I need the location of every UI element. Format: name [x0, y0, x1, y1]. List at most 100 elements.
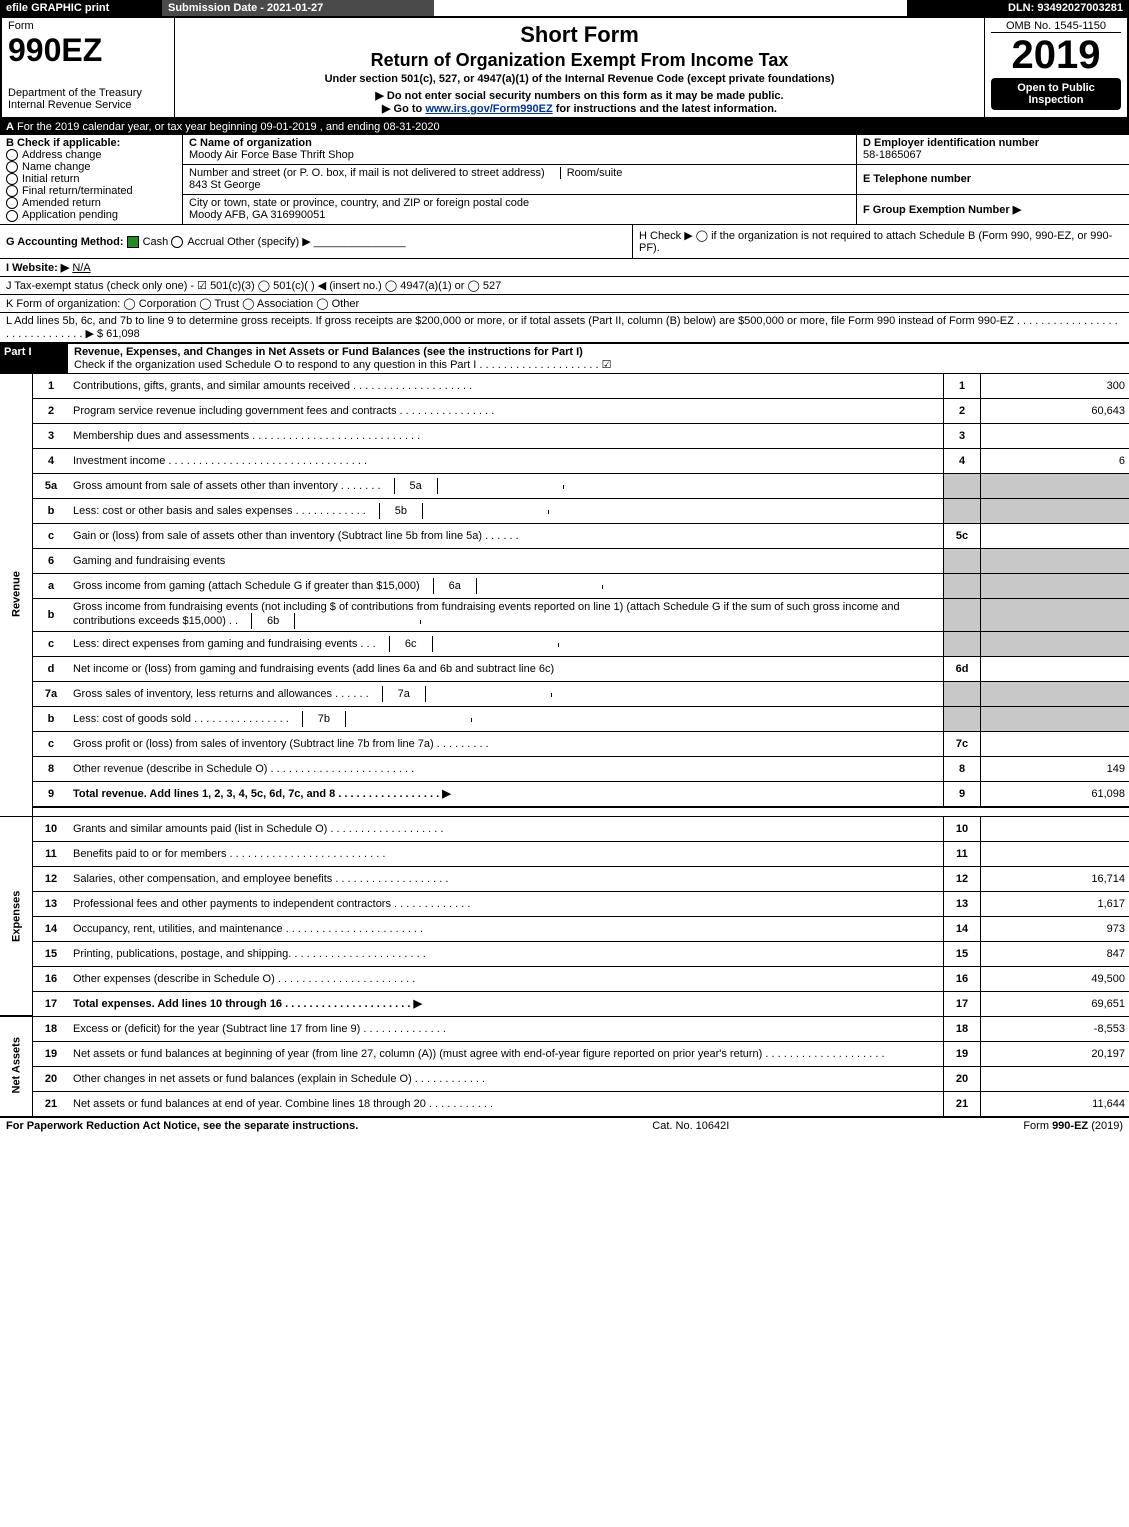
line8-val: 149 [981, 756, 1129, 781]
ssn-note: ▶ Do not enter social security numbers o… [375, 90, 783, 102]
line5c-val [981, 523, 1129, 548]
revenue-side-label: Revenue [0, 373, 33, 816]
line7a-text: Gross sales of inventory, less returns a… [73, 688, 369, 700]
ein-value: 58-1865067 [863, 149, 922, 161]
line4-text: Investment income . . . . . . . . . . . … [69, 448, 944, 473]
accounting-method: G Accounting Method: Cash Accrual Other … [0, 224, 633, 258]
boxf-label: F Group Exemption Number ▶ [863, 204, 1021, 216]
line4-val: 6 [981, 448, 1129, 473]
amended-return[interactable]: Amended return [22, 197, 101, 209]
tax-year: 2019 [991, 33, 1121, 78]
under-section: Under section 501(c), 527, or 4947(a)(1)… [325, 73, 835, 85]
initial-return[interactable]: Initial return [22, 173, 79, 185]
line7c-val [981, 731, 1129, 756]
other-label: Other (specify) ▶ [227, 236, 311, 248]
line2-val: 60,643 [981, 398, 1129, 423]
rowi-label: I Website: ▶ [6, 262, 69, 274]
line6d-text: Net income or (loss) from gaming and fun… [69, 656, 944, 681]
line6c-text: Less: direct expenses from gaming and fu… [73, 638, 376, 650]
line15-val: 847 [981, 941, 1129, 966]
line5b-mid: 5b [379, 503, 423, 519]
line5b-text: Less: cost or other basis and sales expe… [73, 505, 366, 517]
line21-val: 11,644 [981, 1091, 1129, 1116]
boxe-label: E Telephone number [863, 173, 971, 185]
submission-date: Submission Date - 2021-01-27 [162, 0, 434, 16]
line12-val: 16,714 [981, 866, 1129, 891]
part1-label: Part I [0, 344, 68, 373]
line3-text: Membership dues and assessments . . . . … [69, 423, 944, 448]
period-line: A For the 2019 calendar year, or tax yea… [0, 119, 1129, 135]
line7a-mid: 7a [382, 686, 426, 702]
footer-left: For Paperwork Reduction Act Notice, see … [6, 1120, 358, 1132]
top-bar: efile GRAPHIC print Submission Date - 20… [0, 0, 1129, 16]
accrual-label: Accrual [187, 236, 224, 248]
website-value: N/A [72, 262, 90, 274]
form-header: Form 990EZ Department of the Treasury In… [0, 16, 1129, 119]
line10-val [981, 816, 1129, 841]
line7b-mid: 7b [302, 711, 346, 727]
addr-change[interactable]: Address change [22, 149, 102, 161]
line9-text: Total revenue. Add lines 1, 2, 3, 4, 5c,… [73, 788, 451, 800]
line17-val: 69,651 [981, 991, 1129, 1016]
line14-val: 973 [981, 916, 1129, 941]
line19-text: Net assets or fund balances at beginning… [69, 1041, 944, 1066]
efile-label: efile GRAPHIC print [0, 0, 162, 16]
line6d-val [981, 656, 1129, 681]
name-change[interactable]: Name change [22, 161, 91, 173]
line16-text: Other expenses (describe in Schedule O) … [69, 966, 944, 991]
expenses-side-label: Expenses [0, 816, 33, 1016]
line7c-text: Gross profit or (loss) from sales of inv… [69, 731, 944, 756]
website-row: I Website: ▶ N/A [0, 258, 1129, 276]
omb-number: OMB No. 1545-1150 [991, 20, 1121, 33]
line5c-text: Gain or (loss) from sale of assets other… [69, 523, 944, 548]
city-label: City or town, state or province, country… [189, 197, 529, 209]
form-label: Form [8, 20, 168, 32]
footer-mid: Cat. No. 10642I [652, 1120, 729, 1132]
line20-text: Other changes in net assets or fund bala… [69, 1066, 944, 1091]
cash-checkbox[interactable] [127, 236, 139, 248]
irs-link[interactable]: www.irs.gov/Form990EZ [425, 103, 552, 115]
line6-text: Gaming and fundraising events [69, 548, 944, 573]
line6a-text: Gross income from gaming (attach Schedul… [73, 580, 420, 592]
form-number: 990EZ [8, 32, 168, 69]
open-inspection: Open to Public Inspection [991, 78, 1121, 110]
line6b-mid: 6b [251, 613, 295, 629]
part1-title: Revenue, Expenses, and Changes in Net As… [74, 346, 583, 358]
line1-text: Contributions, gifts, grants, and simila… [69, 373, 944, 398]
line12-text: Salaries, other compensation, and employ… [69, 866, 944, 891]
line20-val [981, 1066, 1129, 1091]
boxb-label: B Check if applicable: [6, 137, 120, 149]
dln-label: DLN: 93492027003281 [907, 0, 1129, 16]
goto-note: ▶ Go to www.irs.gov/Form990EZ for instru… [382, 103, 777, 115]
period-text: For the 2019 calendar year, or tax year … [17, 121, 440, 133]
street-value: 843 St George [189, 179, 261, 191]
street-label: Number and street (or P. O. box, if mail… [189, 167, 545, 179]
line21-text: Net assets or fund balances at end of ye… [69, 1091, 944, 1116]
room-label: Room/suite [560, 167, 623, 179]
line8-text: Other revenue (describe in Schedule O) .… [69, 756, 944, 781]
lines-table: Revenue 1Contributions, gifts, grants, a… [0, 373, 1129, 1116]
short-form-title: Short Form [181, 22, 978, 48]
org-name: Moody Air Force Base Thrift Shop [189, 149, 354, 161]
subtitle: Return of Organization Exempt From Incom… [181, 50, 978, 71]
line13-val: 1,617 [981, 891, 1129, 916]
line6a-mid: 6a [433, 578, 477, 594]
line17-text: Total expenses. Add lines 10 through 16 … [73, 998, 422, 1010]
accrual-checkbox[interactable] [171, 236, 183, 248]
app-pending[interactable]: Application pending [22, 209, 118, 221]
line14-text: Occupancy, rent, utilities, and maintena… [69, 916, 944, 941]
line18-text: Excess or (deficit) for the year (Subtra… [69, 1016, 944, 1041]
schedule-b-note: H Check ▶ ◯ if the organization is not r… [633, 224, 1129, 258]
line19-val: 20,197 [981, 1041, 1129, 1066]
line18-val: -8,553 [981, 1016, 1129, 1041]
identity-grid: B Check if applicable: Address change Na… [0, 135, 1129, 224]
final-return[interactable]: Final return/terminated [22, 185, 133, 197]
boxd-label: D Employer identification number [863, 137, 1039, 149]
line11-text: Benefits paid to or for members . . . . … [69, 841, 944, 866]
netassets-side-label: Net Assets [0, 1016, 33, 1116]
line11-val [981, 841, 1129, 866]
line5a-text: Gross amount from sale of assets other t… [73, 480, 381, 492]
line13-text: Professional fees and other payments to … [69, 891, 944, 916]
boxc-label: C Name of organization [189, 137, 312, 149]
line2-text: Program service revenue including govern… [69, 398, 944, 423]
